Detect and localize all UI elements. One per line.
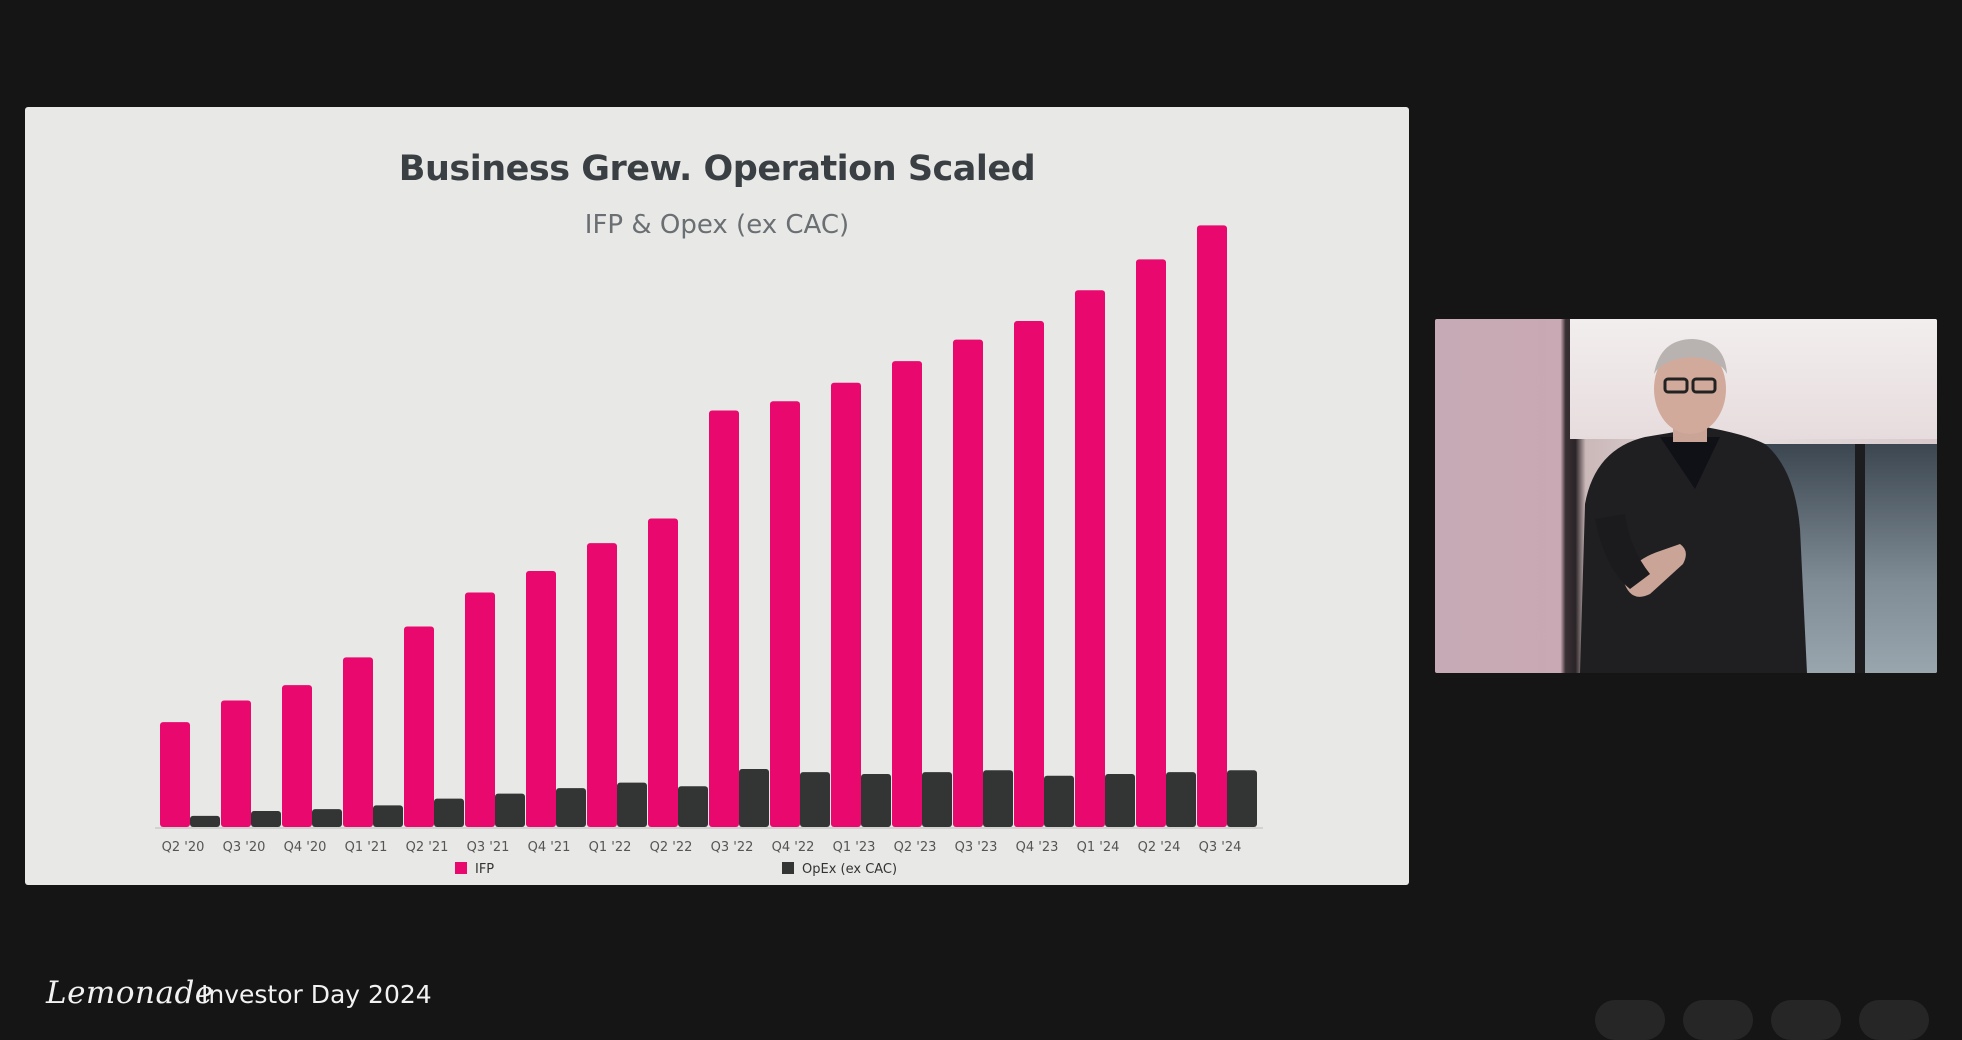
bar-ifp bbox=[709, 410, 739, 827]
bar-opex bbox=[495, 793, 525, 827]
bar-ifp bbox=[953, 339, 983, 827]
bar-opex bbox=[1044, 775, 1074, 827]
bar-ifp bbox=[282, 685, 312, 827]
slide: Business Grew. Operation Scaled IFP & Op… bbox=[25, 107, 1409, 885]
bar-ifp bbox=[1197, 225, 1227, 828]
bar-chart: Q2 '20 Q3 '20 Q4 '20 Q1 '21 Q2 '21 Q3 '21 Q4 '… bbox=[155, 225, 1263, 877]
event-name: Investor Day 2024 bbox=[201, 980, 432, 1009]
bar-opex bbox=[678, 786, 708, 827]
bar-ifp bbox=[1136, 259, 1166, 827]
x-tick-label: Q3 '21 bbox=[467, 840, 510, 855]
x-tick-label: Q4 '22 bbox=[772, 840, 815, 855]
bar-opex bbox=[373, 805, 403, 827]
x-tick-label: Q4 '21 bbox=[528, 840, 571, 855]
bar-ifp bbox=[1075, 290, 1105, 827]
legend-swatch bbox=[782, 862, 794, 874]
x-tick-label: Q1 '21 bbox=[345, 840, 388, 855]
x-tick-label: Q3 '22 bbox=[711, 840, 754, 855]
player-control-button[interactable] bbox=[1771, 1000, 1841, 1040]
player-control-button[interactable] bbox=[1595, 1000, 1665, 1040]
bar-opex bbox=[983, 770, 1013, 827]
window-blinds bbox=[1570, 319, 1937, 439]
bar-ifp bbox=[831, 382, 861, 827]
player-control-button[interactable] bbox=[1683, 1000, 1753, 1040]
bar-opex bbox=[1166, 772, 1196, 827]
x-tick-label: Q1 '24 bbox=[1077, 840, 1120, 855]
bar-opex bbox=[434, 798, 464, 827]
x-tick-label: Q1 '22 bbox=[589, 840, 632, 855]
bar-opex bbox=[556, 788, 586, 827]
x-tick-label: Q2 '20 bbox=[162, 840, 205, 855]
bar-ifp bbox=[221, 700, 251, 827]
chart-title: Business Grew. Operation Scaled bbox=[398, 149, 1036, 189]
x-tick-label: Q3 '23 bbox=[955, 840, 998, 855]
x-tick-label: Q2 '24 bbox=[1138, 840, 1181, 855]
bar-opex bbox=[861, 773, 891, 827]
bar-ifp bbox=[770, 401, 800, 827]
x-tick-label: Q4 '20 bbox=[284, 840, 327, 855]
bar-ifp bbox=[160, 722, 190, 827]
x-tick-label: Q2 '21 bbox=[406, 840, 449, 855]
window-frame bbox=[1855, 444, 1865, 673]
chart-subtitle: IFP & Opex (ex CAC) bbox=[584, 210, 850, 240]
bar-opex bbox=[1105, 773, 1135, 827]
bar-opex bbox=[312, 809, 342, 827]
bar-opex bbox=[800, 772, 830, 827]
bar-ifp bbox=[465, 592, 495, 827]
x-tick-label: Q2 '22 bbox=[650, 840, 693, 855]
lemonade-logo: Lemonade bbox=[46, 975, 214, 1011]
legend-label: IFP bbox=[475, 862, 494, 877]
bar-opex bbox=[1227, 770, 1257, 827]
bar-ifp bbox=[648, 518, 678, 827]
bar-opex bbox=[190, 815, 220, 827]
x-tick-label: Q3 '24 bbox=[1199, 840, 1242, 855]
bar-opex bbox=[922, 772, 952, 827]
bar-ifp bbox=[1014, 321, 1044, 827]
bar-ifp bbox=[343, 657, 373, 827]
bar-opex bbox=[617, 782, 647, 827]
presenter-video[interactable] bbox=[1435, 319, 1937, 673]
legend-swatch bbox=[455, 862, 467, 874]
bar-ifp bbox=[526, 570, 556, 827]
presenter-figure bbox=[1580, 339, 1807, 673]
x-tick-label: Q3 '20 bbox=[223, 840, 266, 855]
bar-opex bbox=[251, 810, 281, 827]
x-tick-label: Q4 '23 bbox=[1016, 840, 1059, 855]
player-control-button[interactable] bbox=[1859, 1000, 1929, 1040]
bar-ifp bbox=[587, 543, 617, 827]
bar-opex bbox=[739, 769, 769, 827]
bar-ifp bbox=[404, 626, 434, 827]
x-tick-label: Q2 '23 bbox=[894, 840, 937, 855]
x-tick-label: Q1 '23 bbox=[833, 840, 876, 855]
legend-label: OpEx (ex CAC) bbox=[802, 862, 897, 877]
bar-ifp bbox=[892, 361, 922, 827]
